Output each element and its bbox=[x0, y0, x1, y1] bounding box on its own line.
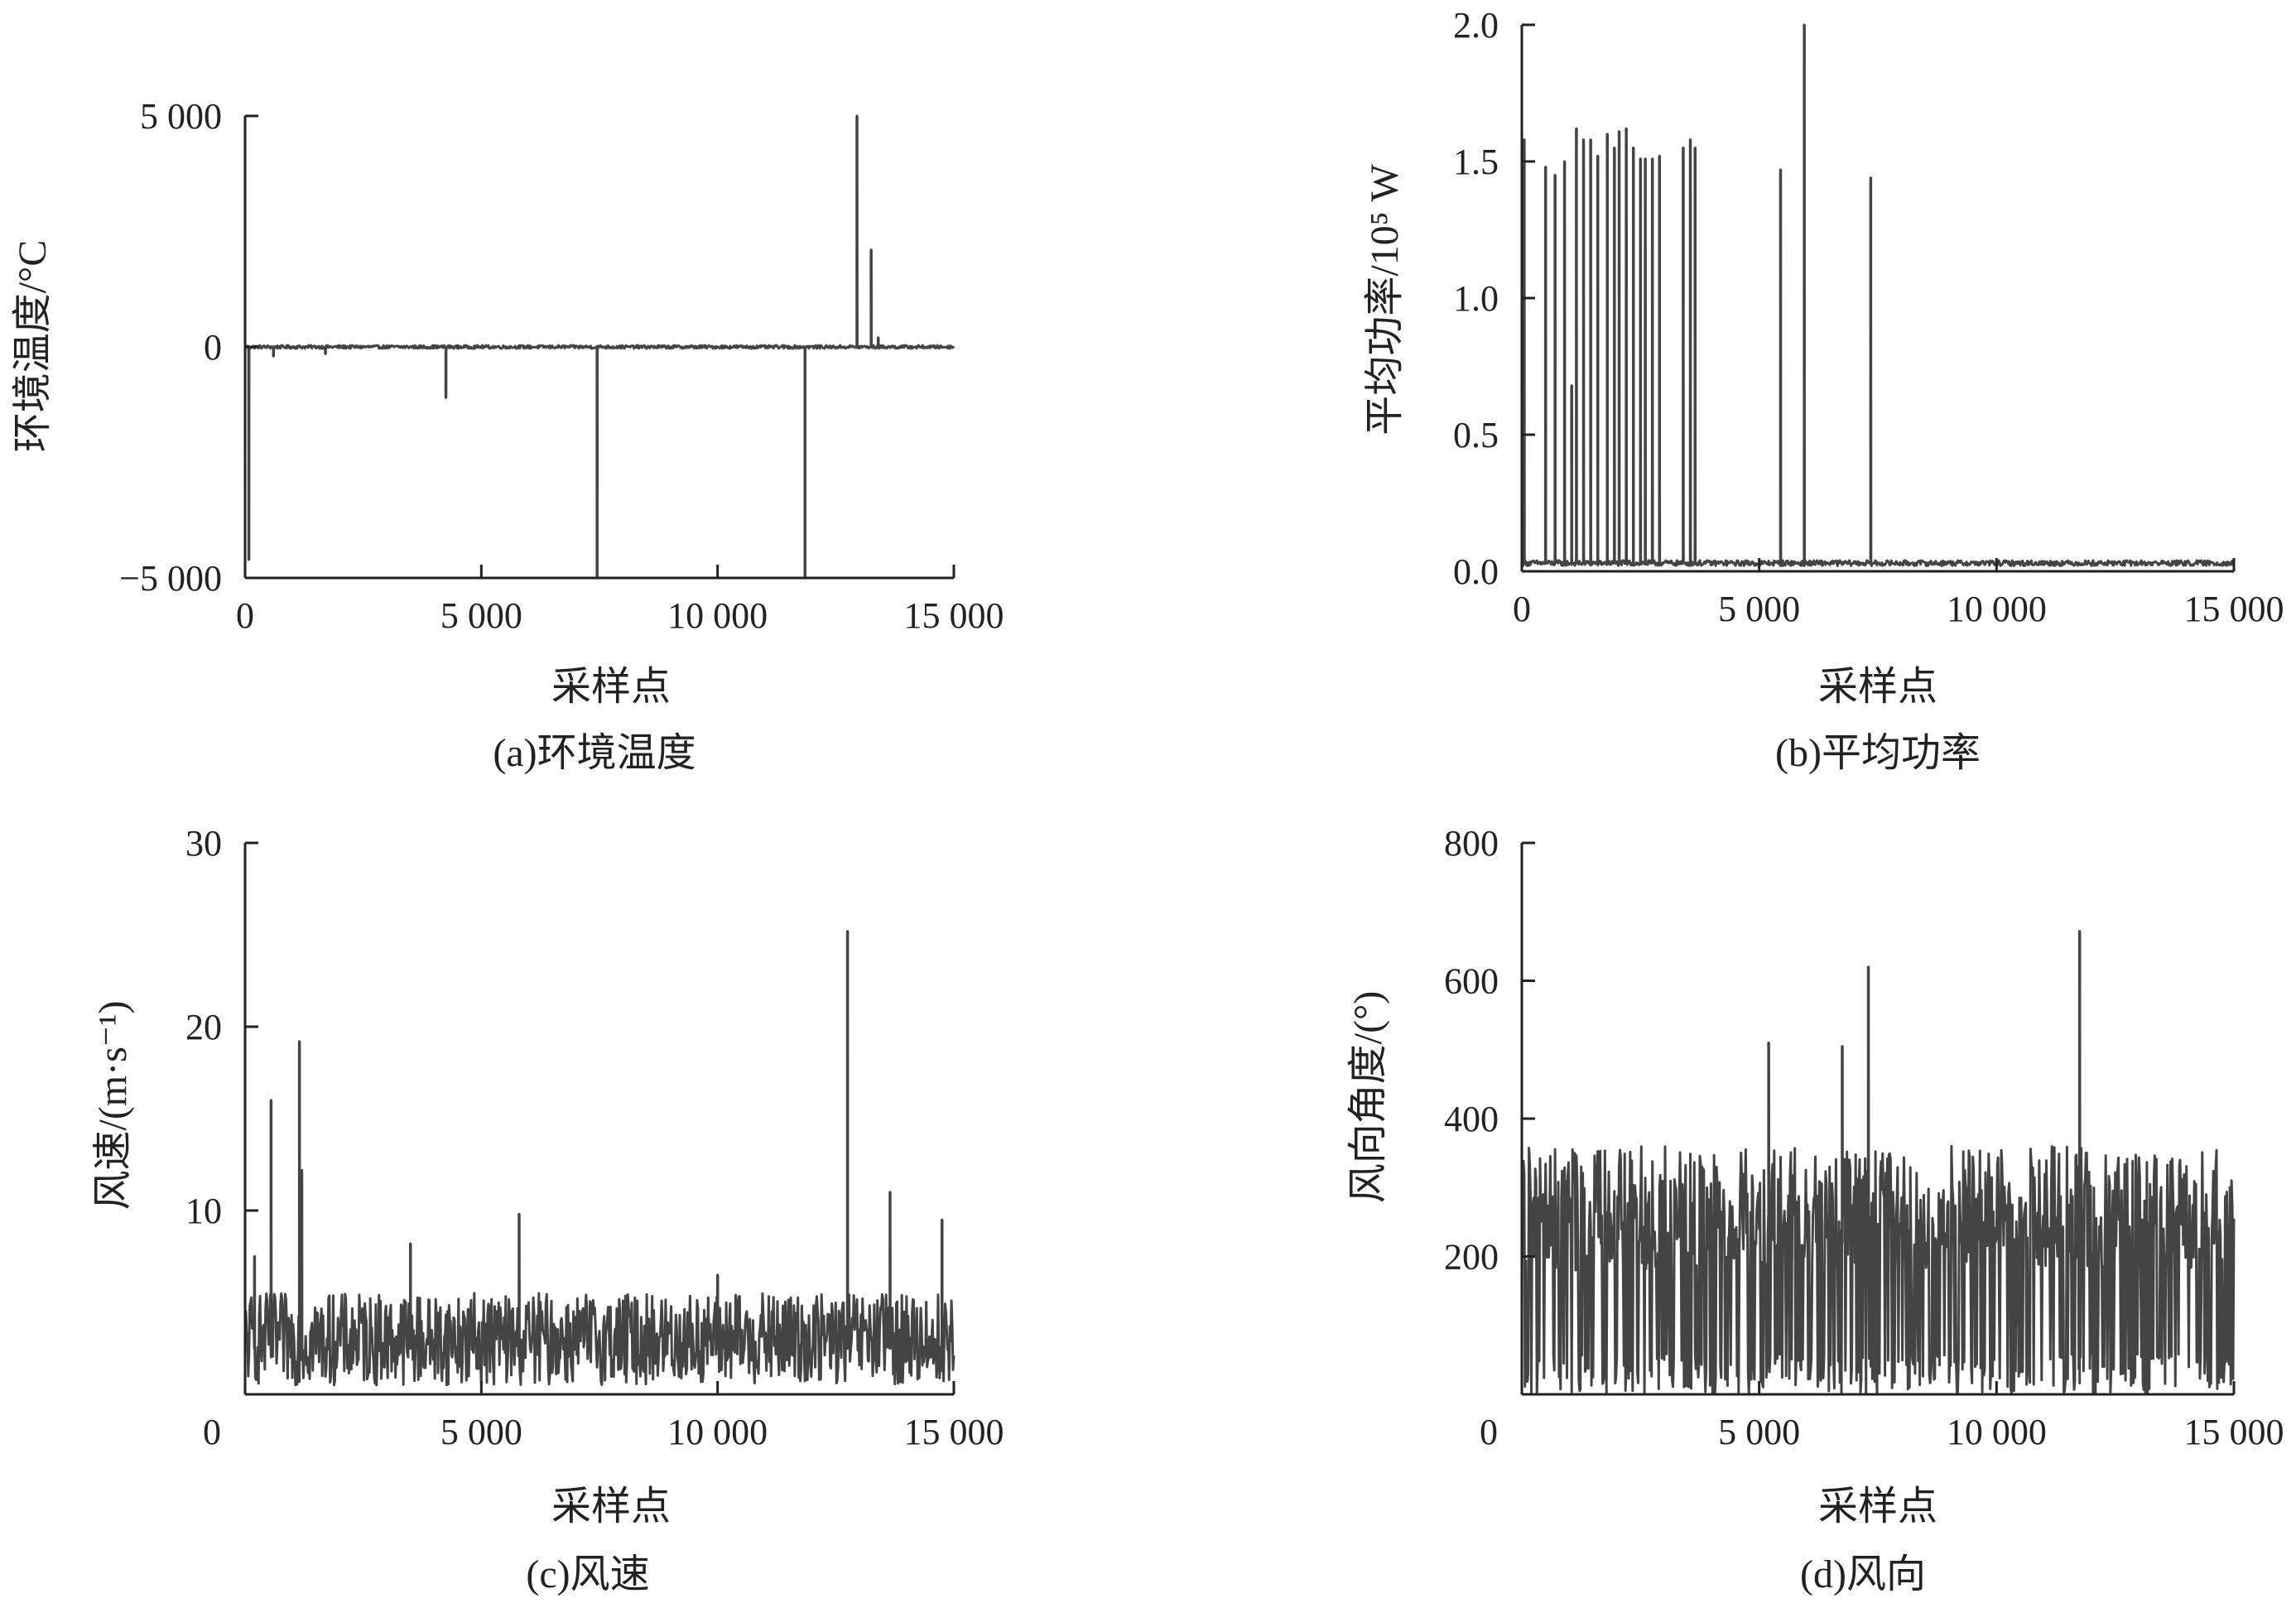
panel-a-xlabel: 采样点 bbox=[551, 665, 671, 709]
panel-d-series bbox=[1520, 930, 2236, 1396]
panel-b-caption: (b)平均功率 bbox=[1775, 731, 1981, 775]
panel-a-series bbox=[243, 114, 955, 580]
panel-a-y-tick-label-0: −5 000 bbox=[119, 558, 222, 599]
panel-b-axes bbox=[1520, 25, 2234, 573]
panel-d-y-tick-label-3: 800 bbox=[1444, 823, 1499, 864]
panel-b-x-tick-label-1: 5 000 bbox=[1718, 589, 1800, 629]
panel-c-ylabel: 风速/(m·s⁻¹) bbox=[91, 1000, 135, 1210]
panel-b-y-tick-label-0: 0.0 bbox=[1453, 551, 1499, 592]
panel-a-x-tick-label-1: 5 000 bbox=[440, 595, 522, 636]
panel-d-series-line bbox=[1520, 930, 2236, 1396]
panel-d-ylabel: 风向角度/(°) bbox=[1346, 991, 1390, 1204]
panel-d-caption: (d)风向 bbox=[1800, 1552, 1926, 1596]
panel-c-x-tick-label-1: 5 000 bbox=[440, 1412, 522, 1452]
panel-b-average-power: 0 5 000 10 000 15 000 0.0 0.5 1.0 1.5 2.0 采样点 平均… bbox=[1363, 5, 2284, 775]
panel-a-ticks: 0 5 000 10 000 15 000 −5 000 0 5 000 bbox=[119, 96, 1004, 636]
panel-c-origin-label: 0 bbox=[203, 1412, 221, 1452]
panel-d-x-tick-label-3: 15 000 bbox=[2184, 1412, 2284, 1452]
panel-d-origin-label: 0 bbox=[1480, 1412, 1498, 1452]
panel-d-y-tick-label-1: 400 bbox=[1444, 1099, 1499, 1139]
panel-d-xlabel: 采样点 bbox=[1818, 1485, 1937, 1528]
panel-a-series-line bbox=[243, 114, 955, 580]
panel-b-x-tick-label-3: 15 000 bbox=[2184, 589, 2284, 629]
panel-d-x-tick-label-1: 5 000 bbox=[1718, 1412, 1800, 1452]
panel-c-caption: (c)风速 bbox=[526, 1552, 649, 1596]
panel-a-x-tick-label-3: 15 000 bbox=[904, 595, 1004, 636]
panel-d-y-tick-label-2: 600 bbox=[1444, 961, 1499, 1002]
panel-b-y-tick-label-2: 1.0 bbox=[1453, 278, 1499, 319]
panel-a-ylabel: 环境温度/°C bbox=[11, 240, 55, 453]
panel-b-series-line bbox=[1520, 23, 2236, 567]
panel-a-x-tick-label-0: 0 bbox=[236, 595, 254, 636]
panel-c-axes bbox=[243, 843, 954, 1396]
panel-b-y-tick-label-3: 1.5 bbox=[1453, 142, 1499, 182]
panel-c-series-line bbox=[243, 930, 955, 1387]
panel-b-series bbox=[1520, 23, 2236, 567]
panel-c-series bbox=[243, 930, 955, 1387]
panel-d-wind-direction: 5 000 10 000 15 000 200 400 600 800 0 采样点 风向角度/… bbox=[1346, 823, 2284, 1596]
panel-a-ambient-temperature: 0 5 000 10 000 15 000 −5 000 0 5 000 采样点 环境温度/… bbox=[11, 96, 1004, 775]
panel-b-ylabel: 平均功率/10⁵ W bbox=[1363, 164, 1407, 436]
panel-c-y-tick-label-2: 30 bbox=[185, 823, 222, 864]
panel-a-y-tick-label-1: 0 bbox=[204, 327, 222, 368]
panel-b-y-tick-label-4: 2.0 bbox=[1453, 5, 1499, 46]
panel-c-y-tick-label-0: 10 bbox=[185, 1191, 222, 1231]
panel-a-caption: (a)环境温度 bbox=[493, 731, 696, 775]
panel-b-xlabel: 采样点 bbox=[1818, 665, 1937, 709]
panel-d-x-tick-label-2: 10 000 bbox=[1947, 1412, 2047, 1452]
panel-a-y-tick-label-2: 5 000 bbox=[140, 96, 222, 137]
panel-c-xlabel: 采样点 bbox=[551, 1485, 671, 1528]
panel-b-ticks: 0 5 000 10 000 15 000 0.0 0.5 1.0 1.5 2.0 bbox=[1453, 5, 2284, 629]
panel-c-ticks: 5 000 10 000 15 000 10 20 30 0 bbox=[185, 823, 1004, 1452]
panel-d-y-tick-label-0: 200 bbox=[1444, 1237, 1499, 1278]
panel-c-y-tick-label-1: 20 bbox=[185, 1007, 222, 1047]
panel-c-x-tick-label-3: 15 000 bbox=[904, 1412, 1004, 1452]
panel-c-x-tick-label-2: 10 000 bbox=[667, 1412, 768, 1452]
panel-b-x-tick-label-0: 0 bbox=[1513, 589, 1531, 629]
panel-b-y-tick-label-1: 0.5 bbox=[1453, 415, 1499, 455]
panel-a-x-tick-label-2: 10 000 bbox=[667, 595, 768, 636]
panel-d-ticks: 5 000 10 000 15 000 200 400 600 800 0 bbox=[1444, 823, 2284, 1452]
panel-b-x-tick-label-2: 10 000 bbox=[1947, 589, 2047, 629]
